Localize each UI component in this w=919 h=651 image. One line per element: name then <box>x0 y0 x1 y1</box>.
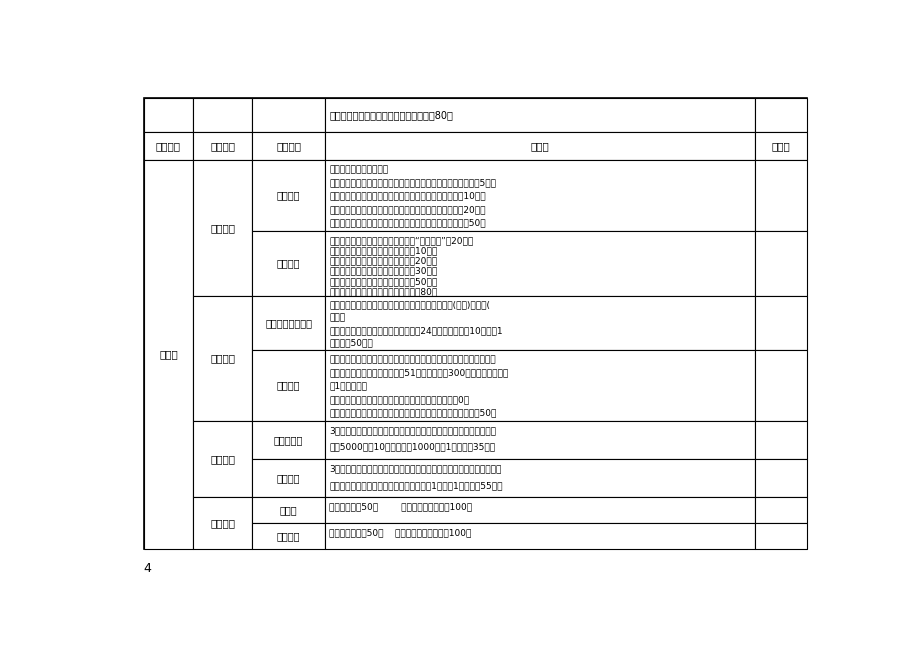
Bar <box>252 459 324 497</box>
Text: 口区级人大代表50分    口市级及以上人大代表100分: 口区级人大代表50分 口市级及以上人大代表100分 <box>329 529 471 538</box>
Bar <box>754 231 806 296</box>
Bar <box>252 523 324 549</box>
Bar <box>324 160 754 231</box>
Text: 口区级党代表50分        口市级及以上党代表100分: 口区级党代表50分 口市级及以上党代表100分 <box>329 503 472 512</box>
Text: 党代表: 党代表 <box>279 505 297 516</box>
Bar <box>754 497 806 523</box>
Bar <box>754 523 806 549</box>
Text: 个人所得税: 个人所得税 <box>274 435 303 445</box>
Bar <box>324 523 754 549</box>
Bar <box>324 231 754 296</box>
Bar <box>193 421 252 497</box>
Bar <box>754 160 806 231</box>
Bar <box>193 98 252 132</box>
Text: 获街道党委、街道办事处或区级部门表彰奖励（　　）次，每次5分；: 获街道党委、街道办事处或区级部门表彰奖励（ ）次，每次5分； <box>329 178 495 187</box>
Bar <box>143 98 193 132</box>
Text: 获市委、市政府或省级部门表彰奖励（　　）次，，每次20分；: 获市委、市政府或省级部门表彰奖励（ ）次，，每次20分； <box>329 205 485 214</box>
Bar <box>143 98 806 549</box>
Bar <box>324 132 754 160</box>
Text: 三级指标: 三级指标 <box>276 141 301 151</box>
Text: 个小时: 个小时 <box>329 313 345 322</box>
Text: 自评分: 自评分 <box>770 141 789 151</box>
Text: 3年内北仑区从事工商经营活动累计缴纳除个人（工资、薪金）所得税外: 3年内北仑区从事工商经营活动累计缴纳除个人（工资、薪金）所得税外 <box>329 464 501 473</box>
Text: 其他税、费及基金，共计（　　）万元（每1万元加1分，最高55分）: 其他税、费及基金，共计（ ）万元（每1万元加1分，最高55分） <box>329 481 503 490</box>
Text: 获见义勇为四等奖（　　）次，每次10分；: 获见义勇为四等奖（ ）次，每次10分； <box>329 246 437 255</box>
Text: 附加分: 附加分 <box>159 350 177 359</box>
Bar <box>143 160 193 549</box>
Text: 获区委、区政府或市级部门表彰奖励（　　）次，，每次10分；: 获区委、区政府或市级部门表彰奖励（ ）次，，每次10分； <box>329 191 485 201</box>
Text: 获者委、省政府或国家级部门表彰奖励（　　）次，，每次50分: 获者委、省政府或国家级部门表彰奖励（ ）次，，每次50分 <box>329 219 485 227</box>
Text: 个人奖励: 个人奖励 <box>277 190 301 201</box>
Text: 参政议政: 参政议政 <box>210 518 235 529</box>
Bar <box>193 132 252 160</box>
Bar <box>324 350 754 421</box>
Text: 杀1次及以上）: 杀1次及以上） <box>329 381 367 391</box>
Bar <box>252 350 324 421</box>
Bar <box>754 421 806 459</box>
Text: 内　容: 内 容 <box>530 141 549 151</box>
Bar <box>754 132 806 160</box>
Text: 纳税贡献: 纳税贡献 <box>210 454 235 464</box>
Text: 口配偶或直系亲属在北仑区成功捐献人体器官（角膜、遗体），50分: 口配偶或直系亲属在北仑区成功捐献人体器官（角膜、遗体），50分 <box>329 409 496 417</box>
Text: 无偿捐献: 无偿捐献 <box>277 380 301 391</box>
Text: 获见义勇为一等奖（　　）次，每次50分；: 获见义勇为一等奖（ ）次，每次50分； <box>329 277 437 286</box>
Text: 在北仑区工作生活期间，口参与打击“两抢一盗”的20分；: 在北仑区工作生活期间，口参与打击“两抢一盗”的20分； <box>329 236 473 245</box>
Text: 其他税费: 其他税费 <box>277 473 301 483</box>
Text: 4: 4 <box>143 562 152 575</box>
Bar <box>193 296 252 421</box>
Text: 3年内在北仑区累计缴纳个人（工资、薪金）所得税，共计（　　）元: 3年内在北仑区累计缴纳个人（工资、薪金）所得税，共计（ ）元 <box>329 426 495 435</box>
Bar <box>754 296 806 350</box>
Text: 在北仑区全国志愿服务信息系统注册并累计服务志愿(义工)服务满(: 在北仑区全国志愿服务信息系统注册并累计服务志愿(义工)服务满( <box>329 301 490 310</box>
Text: 获见义勇为三等奖（　　）次，每次20分；: 获见义勇为三等奖（ ）次，每次20分； <box>329 256 437 266</box>
Bar <box>754 459 806 497</box>
Text: 慈善公益: 慈善公益 <box>210 353 235 363</box>
Bar <box>252 296 324 350</box>
Text: 获见义勇为二等奖（　　）次，每次30分；: 获见义勇为二等奖（ ）次，每次30分； <box>329 267 437 276</box>
Text: 一级指标: 一级指标 <box>156 141 181 151</box>
Bar <box>324 459 754 497</box>
Bar <box>193 497 252 549</box>
Bar <box>252 160 324 231</box>
Text: 口本人、配偶或直系亲属在北仑区成功捐献造血干细范0分: 口本人、配偶或直系亲属在北仑区成功捐献造血干细范0分 <box>329 395 469 404</box>
Bar <box>754 350 806 421</box>
Bar <box>143 132 193 160</box>
Text: 口本人或配偶参加由北仑区献血办组织的团体献血、血小板活动的或在: 口本人或配偶参加由北仑区献血办组织的团体献血、血小板活动的或在 <box>329 355 495 364</box>
Bar <box>324 296 754 350</box>
Text: 志愿（义工）服务: 志愿（义工）服务 <box>265 318 312 328</box>
Bar <box>252 421 324 459</box>
Text: 分，最高50分）: 分，最高50分） <box>329 339 373 348</box>
Text: （剐5000元加10分，每增加1000元加1分，最高35分）: （剐5000元加10分，每增加1000元加1分，最高35分） <box>329 443 495 452</box>
Text: 人大代表: 人大代表 <box>277 531 301 542</box>
Text: 获得国家级科学进步奖（　　）个，每个80分: 获得国家级科学进步奖（ ）个，每个80分 <box>329 110 453 120</box>
Text: （注册并累计参与志愿（义工）服务制24小时后，每增加10小时得1: （注册并累计参与志愿（义工）服务制24小时后，每增加10小时得1 <box>329 326 503 335</box>
Bar <box>252 98 324 132</box>
Bar <box>324 497 754 523</box>
Text: 获国家级见义勇为奖（　　）次，每次80分: 获国家级见义勇为奖（ ）次，每次80分 <box>329 287 437 296</box>
Bar <box>252 231 324 296</box>
Bar <box>252 132 324 160</box>
Bar <box>324 421 754 459</box>
Text: 表彰奖励: 表彰奖励 <box>210 223 235 233</box>
Text: 在北仑区工作生活期间，: 在北仑区工作生活期间， <box>329 165 388 174</box>
Bar <box>193 160 252 296</box>
Text: 北仑区各采血点参与无偿献血的51分（合计全血300毫升及以上或血小: 北仑区各采血点参与无偿献血的51分（合计全血300毫升及以上或血小 <box>329 368 508 378</box>
Text: 二级指标: 二级指标 <box>210 141 235 151</box>
Text: 见义勇为: 见义勇为 <box>277 258 301 268</box>
Bar <box>252 497 324 523</box>
Bar <box>754 98 806 132</box>
Bar <box>324 98 754 132</box>
